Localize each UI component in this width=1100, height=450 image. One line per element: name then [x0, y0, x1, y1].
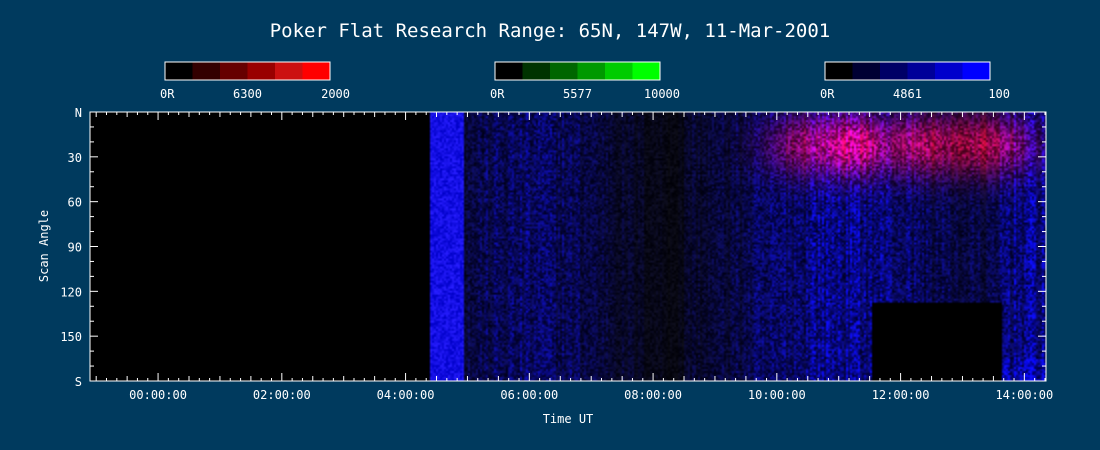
x-axis: 00:00:00 02:00:00 04:00:00 06:00:00 08:00:00…	[95, 112, 1053, 402]
x-tick-label: 08:00:00	[624, 388, 682, 402]
colorbar-swatch	[522, 62, 551, 80]
colorbar-swatch	[632, 62, 661, 80]
colorbar-name: 6300	[233, 87, 262, 101]
colorbar-frame	[494, 61, 661, 81]
colorbar-max-label: 2000	[321, 87, 350, 101]
colorbar-swatch	[907, 62, 936, 80]
x-tick-label: 06:00:00	[500, 388, 558, 402]
y-axis-label: Scan Angle	[37, 210, 51, 282]
y-tick-label: 30	[68, 151, 82, 165]
colorbar-swatch	[192, 62, 221, 80]
colorbar-6300: 0R 6300 2000	[160, 61, 350, 101]
x-axis-label: Time UT	[543, 412, 594, 426]
x-tick-label: 04:00:00	[377, 388, 435, 402]
y-tick-label: 120	[60, 285, 82, 299]
colorbar-swatch	[852, 62, 881, 80]
colorbar-swatch	[275, 62, 303, 80]
colorbar-max-label: 10000	[644, 87, 680, 101]
y-tick-label: S	[75, 375, 82, 389]
colorbar-swatch	[247, 62, 276, 80]
colorbar-swatch	[165, 62, 193, 80]
x-tick-label: 00:00:00	[129, 388, 187, 402]
y-axis: N 30 60 90 120 150 S	[60, 106, 1046, 389]
colorbar-swatch	[962, 62, 991, 80]
colorbar-max-label: 100	[988, 87, 1010, 101]
colorbar-min-label: 0R	[820, 87, 835, 101]
colorbar-swatch	[880, 62, 908, 80]
colorbar-5577: 0R 5577 10000	[490, 61, 680, 101]
colorbar-4861: 0R 4861 100	[820, 61, 1010, 101]
colorbar-swatch	[577, 62, 606, 80]
chart-title: Poker Flat Research Range: 65N, 147W, 11…	[270, 20, 831, 42]
y-tick-label: 60	[68, 196, 82, 210]
colorbar-frame	[164, 61, 331, 81]
y-tick-label: N	[75, 106, 82, 120]
colorbar-name: 4861	[893, 87, 922, 101]
colorbar-swatch	[605, 62, 633, 80]
colorbar-swatch	[825, 62, 853, 80]
plot-area	[89, 111, 1047, 382]
colorbar-swatch	[302, 62, 331, 80]
colorbar-swatch	[220, 62, 248, 80]
colorbar-min-label: 0R	[490, 87, 505, 101]
colorbar-name: 5577	[563, 87, 592, 101]
y-tick-label: 150	[60, 330, 82, 344]
heatmap-image	[90, 112, 1046, 381]
colorbar-swatch	[495, 62, 523, 80]
x-tick-label: 02:00:00	[253, 388, 311, 402]
x-tick-label: 12:00:00	[872, 388, 930, 402]
y-tick-label: 90	[68, 241, 82, 255]
colorbar-frame	[824, 61, 991, 81]
x-tick-label: 14:00:00	[995, 388, 1053, 402]
colorbar-swatch	[550, 62, 578, 80]
colorbar-min-label: 0R	[160, 87, 175, 101]
colorbar-swatch	[935, 62, 963, 80]
x-tick-label: 10:00:00	[748, 388, 806, 402]
colorbar-group: 0R 6300 2000 0R 5577 10000 0R 4861 100	[160, 61, 1010, 101]
